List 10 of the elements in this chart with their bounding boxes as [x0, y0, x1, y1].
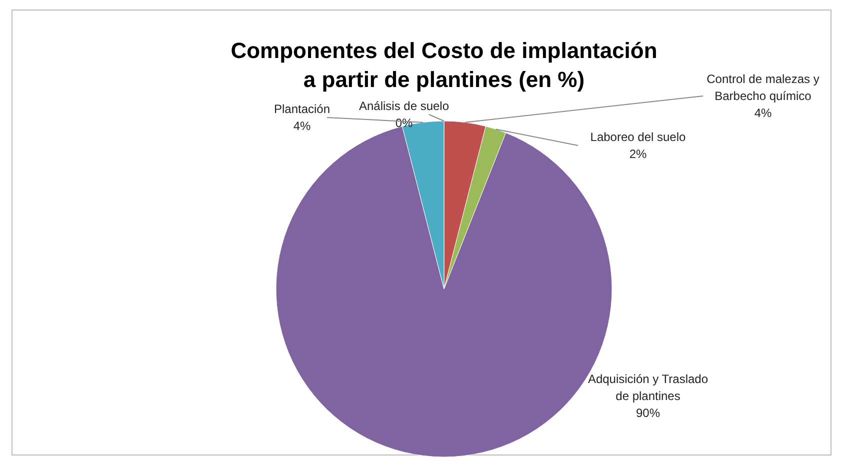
data-label: 4%	[754, 106, 772, 120]
chart-title: Componentes del Costo de implantación a partir de plantines (en %)	[230, 38, 658, 92]
slice-label: Laboreo del suelo	[590, 130, 686, 144]
slice-label: Adquisición y Traslado de plantines	[588, 372, 708, 403]
data-label: 2%	[629, 147, 647, 161]
data-label: 4%	[293, 119, 311, 133]
data-label: 90%	[636, 406, 660, 420]
slice-label: Control de malezas y Barbecho químico	[706, 72, 820, 103]
slice-label: Plantación	[274, 102, 330, 116]
category-label: Análisis de suelo	[358, 99, 450, 113]
